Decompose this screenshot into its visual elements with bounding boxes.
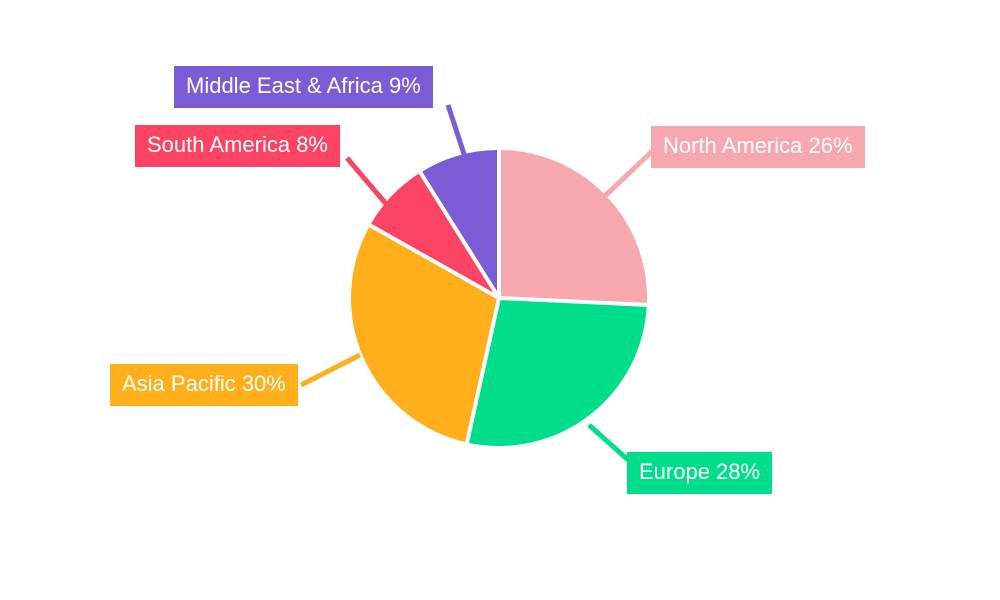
leader-line-mea: [445, 104, 469, 161]
pie-slice-europe[interactable]: [467, 298, 647, 447]
pie-slice-middle-east-africa[interactable]: [420, 150, 499, 298]
separator-line: [465, 297, 501, 443]
pie-label-north-america[interactable]: North America 26%: [651, 126, 865, 168]
pie-label-south-america[interactable]: South America 8%: [135, 125, 340, 167]
leader-line-south-america: [345, 156, 395, 214]
separator-line: [369, 223, 500, 300]
pie-slice-north-america[interactable]: [499, 150, 648, 305]
separator-line: [498, 296, 647, 307]
pie-label-asia-pacific[interactable]: Asia Pacific 30%: [110, 364, 298, 406]
pie-label-middle-east-africa[interactable]: Middle East & Africa 9%: [174, 66, 433, 108]
pie-slices: [350, 150, 648, 447]
pie-label-europe[interactable]: Europe 28%: [627, 452, 773, 494]
slice-separators: [369, 150, 647, 443]
separator-line: [418, 171, 501, 300]
leader-line-asia-pacific: [299, 352, 362, 388]
pie-slice-south-america[interactable]: [370, 172, 499, 298]
pie-slice-asia-pacific[interactable]: [350, 225, 499, 443]
